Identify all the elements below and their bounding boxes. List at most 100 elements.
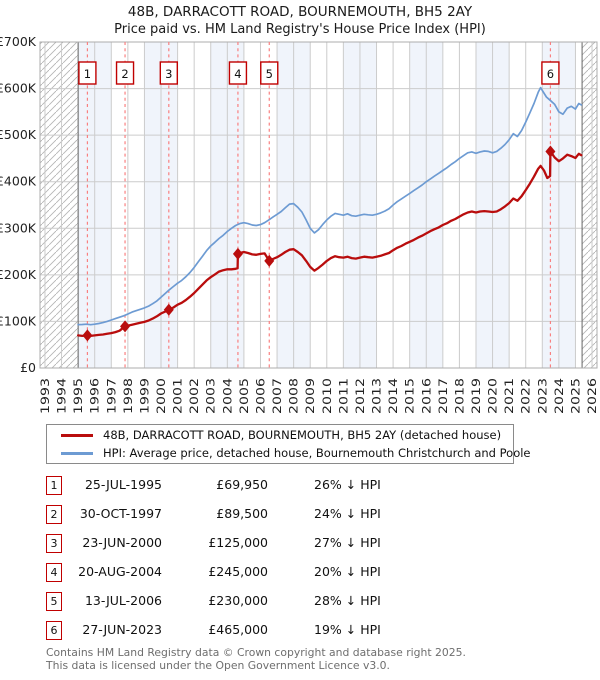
sale-marker-3 [163,303,174,316]
sale-number-badge: 4 [46,563,62,582]
sale-marker-5 [264,254,275,267]
sale-price: £245,000 [208,564,268,579]
x-axis-label: 2023 [535,378,549,414]
x-axis-label: 1995 [71,378,85,414]
x-axis-label: 2015 [403,378,417,414]
x-axis-label: 2013 [370,378,384,414]
x-axis-label: 2017 [436,378,450,414]
sale-number-badge: 5 [46,592,62,611]
y-axis-label: £400K [0,174,37,189]
sale-row-6: 6 27-JUN-2023 £465,000 19% ↓ HPI [0,621,600,641]
sale-price: £230,000 [208,593,268,608]
sale-row-2: 2 30-OCT-1997 £89,500 24% ↓ HPI [0,505,600,525]
sale-date: 30-OCT-1997 [79,506,162,521]
sale-date: 13-JUL-2006 [84,593,162,608]
sale-marker-1 [82,329,93,342]
x-axis-label: 2002 [187,378,201,414]
sale-flag-3 [159,61,179,85]
sale-price: £125,000 [208,535,268,550]
sale-flag-number: 4 [234,67,241,81]
x-axis-label: 2008 [287,378,301,414]
sale-marker-6 [545,145,556,158]
sale-marker-2 [120,320,131,333]
y-axis-label: £0 [20,360,36,375]
x-axis-label: 2005 [237,378,251,414]
sale-hpi-delta: 26% ↓ HPI [314,477,381,492]
sale-row-5: 5 13-JUL-2006 £230,000 28% ↓ HPI [0,592,600,612]
legend-row-property: 48B, DARRACOTT ROAD, BOURNEMOUTH, BH5 2A… [47,428,513,443]
sale-hpi-delta: 20% ↓ HPI [314,564,381,579]
sale-date: 27-JUN-2023 [82,622,162,637]
x-axis-label: 1998 [121,378,135,414]
sale-price: £89,500 [216,506,268,521]
sale-marker-4 [232,247,243,260]
x-axis-label: 2024 [552,378,566,414]
x-axis-label: 2020 [486,378,500,414]
legend-label-hpi: HPI: Average price, detached house, Bour… [103,446,531,460]
chart-legend: 48B, DARRACOTT ROAD, BOURNEMOUTH, BH5 2A… [46,424,531,464]
sale-flag-number: 3 [165,67,172,81]
sale-hpi-delta: 27% ↓ HPI [314,535,381,550]
x-axis-label: 2007 [270,378,284,414]
legend-row-hpi: HPI: Average price, detached house, Bour… [47,446,531,461]
x-axis-label: 2000 [154,378,168,414]
sale-flag-6 [541,61,560,85]
sale-number-badge: 1 [46,476,62,495]
x-axis-label: 2003 [204,378,218,414]
sale-flag-number: 5 [266,67,273,81]
sale-price: £69,950 [216,477,268,492]
y-axis-label: £700K [0,34,37,49]
sale-date: 25-JUL-1995 [84,477,162,492]
sale-date: 23-JUN-2000 [82,535,162,550]
page-title: 48B, DARRACOTT ROAD, BOURNEMOUTH, BH5 2A… [127,4,473,20]
x-axis-label: 2021 [502,378,516,414]
y-axis-label: £200K [0,267,37,282]
x-axis-label: 1993 [38,378,52,414]
x-axis-label: 2012 [353,378,367,414]
sale-flag-2 [115,61,135,85]
no-data-hatch-left [40,42,79,368]
x-axis-label: 2004 [220,378,234,414]
page-subtitle: Price paid vs. HM Land Registry's House … [114,22,486,37]
x-axis-label: 2019 [469,378,483,414]
x-axis-label: 2006 [253,378,267,414]
sale-number-badge: 3 [46,534,62,553]
sale-flag-number: 6 [547,67,554,81]
sale-flag-5 [260,61,279,85]
x-axis-label: 1994 [55,378,69,414]
sale-price: £465,000 [208,622,268,637]
hpi-line [77,86,583,326]
x-axis-label: 1996 [88,378,102,414]
sale-hpi-delta: 24% ↓ HPI [314,506,381,521]
x-axis-label: 2016 [419,378,433,414]
x-axis-label: 2025 [568,378,582,414]
sale-number-badge: 2 [46,505,62,524]
sale-flag-number: 1 [84,67,91,81]
license-footer: Contains HM Land Registry data © Crown c… [46,646,586,672]
chart-svg: 1 2 3 4 5 6 £0 £100K £200K £300K £400K £500K £600K £7… [0,34,599,414]
x-axis-label: 1997 [104,378,118,414]
sale-row-3: 3 23-JUN-2000 £125,000 27% ↓ HPI [0,534,600,554]
x-axis-label: 1999 [137,378,151,414]
price-chart: 1 2 3 4 5 6 £0 £100K £200K £300K £400K £500K £600K £7… [0,34,599,414]
property-line-swatch [61,433,93,437]
y-axis-label: £500K [0,127,37,142]
no-data-hatch-right [582,42,597,368]
footer-line-2: This data is licensed under the Open Gov… [46,659,390,672]
x-axis-label: 2010 [320,378,334,414]
legend-label-property: 48B, DARRACOTT ROAD, BOURNEMOUTH, BH5 2A… [103,428,502,442]
sale-row-1: 1 25-JUL-1995 £69,950 26% ↓ HPI [0,476,600,496]
x-axis-label: 2022 [519,378,533,414]
x-axis-label: 2018 [452,378,466,414]
sale-flag-4 [228,61,248,85]
x-axis-label: 2009 [303,378,317,414]
plot-border [39,41,598,369]
x-axis-label: 2001 [171,378,185,414]
x-axis-label: 2026 [585,378,599,414]
sale-date: 20-AUG-2004 [78,564,162,579]
footer-line-1: Contains HM Land Registry data © Crown c… [46,646,466,659]
hpi-line-swatch [61,451,93,455]
sale-flag-1 [78,61,97,85]
x-axis-label: 2011 [336,378,350,414]
